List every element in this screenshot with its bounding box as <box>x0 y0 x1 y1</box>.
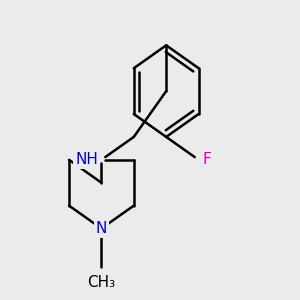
Text: NH: NH <box>75 152 98 167</box>
Text: N: N <box>96 221 107 236</box>
Text: CH₃: CH₃ <box>87 275 116 290</box>
Text: F: F <box>202 152 211 167</box>
